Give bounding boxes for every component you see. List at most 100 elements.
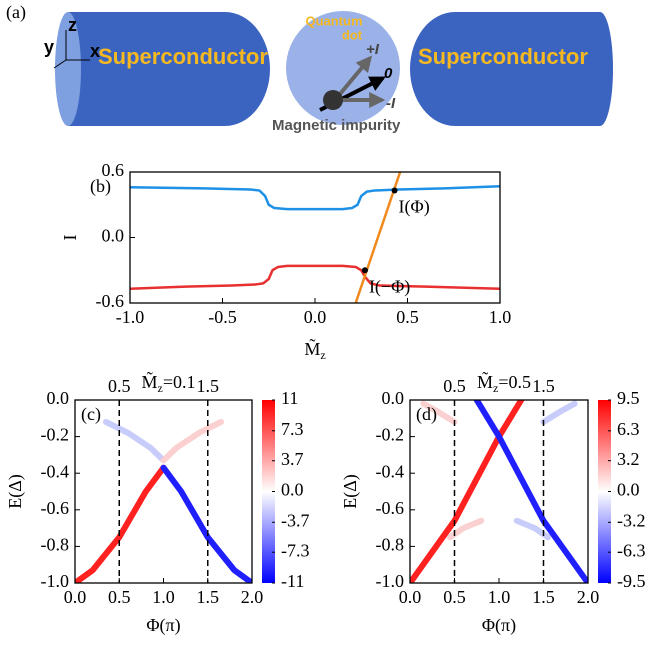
x-tick-label: 0.5: [396, 307, 419, 327]
panel-label: (b): [90, 176, 111, 197]
label: Superconductor: [98, 44, 268, 69]
axis-label: x: [90, 41, 100, 61]
label-main: M̃: [477, 371, 493, 392]
y-axis-label: E(Δ): [5, 474, 26, 509]
label-rest: =0.1: [163, 372, 196, 392]
superconductor-right: [410, 12, 600, 126]
y-tick-label: -0.4: [376, 461, 405, 481]
colorbar: [262, 400, 275, 583]
y-tick-label: 0.0: [47, 388, 70, 408]
colorbar-label: -3.2: [617, 510, 646, 530]
plot-area: [410, 400, 588, 583]
colorbar: [598, 400, 611, 583]
label-sub: z: [493, 381, 498, 395]
vline-label: 0.5: [108, 376, 131, 396]
series-line: [420, 400, 458, 425]
label-sub: z: [158, 381, 163, 395]
x-tick-label: 1.0: [152, 587, 175, 607]
colorbar-label: 3.2: [617, 449, 640, 469]
vline-label: 1.5: [197, 376, 220, 396]
plot-area: [75, 418, 252, 583]
superconductor-end: [587, 12, 613, 126]
x-tick-label: 0.0: [399, 587, 422, 607]
x-tick-label: 0.5: [108, 587, 131, 607]
colorbar-label: 0.0: [617, 480, 640, 500]
x-tick-label: 1.0: [488, 587, 511, 607]
axis-label: y: [44, 37, 54, 57]
y-tick-label: -0.4: [41, 461, 70, 481]
x-tick-label: 1.5: [532, 587, 555, 607]
plot-area: [130, 172, 500, 303]
axis-y: [53, 59, 67, 69]
label: dot: [342, 27, 363, 42]
y-tick-label: -0.6: [376, 498, 405, 518]
panel-label: (a): [6, 2, 26, 23]
colorbar-label: 0.0: [281, 480, 304, 500]
series-line: [130, 184, 500, 211]
panel-label: (d): [416, 404, 437, 425]
series-line: [75, 464, 167, 583]
y-tick-label: -0.6: [96, 291, 125, 311]
label: -I: [386, 95, 396, 112]
x-tick-label: 2.0: [577, 587, 600, 607]
series-line: [410, 400, 525, 583]
y-tick-label: 0.6: [102, 160, 125, 180]
x-axis-label: Φ(π): [482, 615, 516, 636]
colorbar-label: -9.5: [617, 571, 646, 591]
x-tick-label: 0.5: [443, 587, 466, 607]
y-axis-label: E(Δ): [340, 474, 361, 509]
superconductor-end: [55, 12, 81, 126]
annotation-point: [361, 267, 368, 274]
panel-a: (a) z y x Superconductor Superconductor …: [6, 2, 613, 134]
y-tick-label: -0.2: [376, 425, 405, 445]
label: 0: [384, 65, 393, 82]
series-line: [160, 418, 225, 464]
axes-frame: [129, 171, 501, 304]
annotation-label: I(Φ): [399, 197, 430, 218]
y-tick-label: 0.0: [102, 226, 125, 246]
colorbar-label: -3.7: [281, 510, 310, 530]
annotation-point: [391, 187, 398, 194]
label: M̃z=0.1: [142, 371, 196, 395]
colorbar-label: 11: [281, 388, 298, 408]
impurity: [323, 90, 343, 110]
colorbar-label: -6.3: [617, 540, 646, 560]
colorbar-label: 3.7: [281, 449, 304, 469]
label: Superconductor: [418, 44, 588, 69]
annotation-label: I(−Φ): [369, 276, 410, 297]
label-sub: z: [320, 348, 325, 362]
x-tick-label: -1.0: [116, 307, 145, 327]
arrow-plus: [333, 55, 373, 102]
superconductor-left: [68, 12, 270, 126]
x-tick-label: 1.0: [489, 307, 512, 327]
y-tick-label: -0.8: [376, 535, 405, 555]
x-tick-label: 2.0: [241, 587, 264, 607]
colorbar-label: -11: [281, 571, 304, 591]
colorbar-label: 7.3: [281, 419, 304, 439]
series-line: [102, 418, 167, 464]
label-main: M̃: [142, 371, 158, 392]
y-tick-label: 0.0: [382, 388, 405, 408]
x-tick-label: -0.5: [208, 307, 237, 327]
y-axis-label: I: [60, 235, 80, 241]
series-line: [130, 264, 500, 291]
vline-label: 1.5: [532, 376, 555, 396]
y-tick-label: -0.6: [41, 498, 70, 518]
label: Magnetic impurity: [272, 117, 401, 134]
y-tick-label: -0.8: [41, 535, 70, 555]
y-tick-label: -0.2: [41, 425, 70, 445]
label: M̃z=0.5: [477, 371, 531, 395]
y-tick-label: -1.0: [41, 571, 70, 591]
colorbar-label: 9.5: [617, 388, 640, 408]
vline-label: 0.5: [443, 376, 466, 396]
series-line: [540, 400, 578, 425]
colorbar-label: 6.3: [617, 419, 640, 439]
x-tick-label: 1.5: [197, 587, 220, 607]
y-tick-label: -1.0: [376, 571, 405, 591]
label-rest: =0.5: [498, 372, 531, 392]
series-line: [473, 400, 588, 583]
series-line: [160, 464, 252, 583]
panel-label: (c): [81, 404, 101, 425]
series-line: [354, 172, 402, 303]
